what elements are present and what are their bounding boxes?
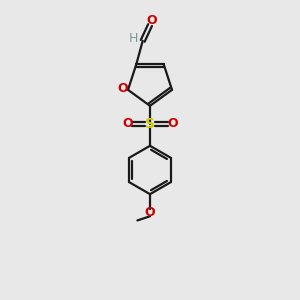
Text: O: O <box>145 206 155 219</box>
Text: S: S <box>145 117 155 131</box>
Text: H: H <box>129 32 139 45</box>
Text: O: O <box>147 14 158 27</box>
Text: O: O <box>117 82 128 95</box>
Text: O: O <box>167 117 178 130</box>
Text: O: O <box>122 117 133 130</box>
